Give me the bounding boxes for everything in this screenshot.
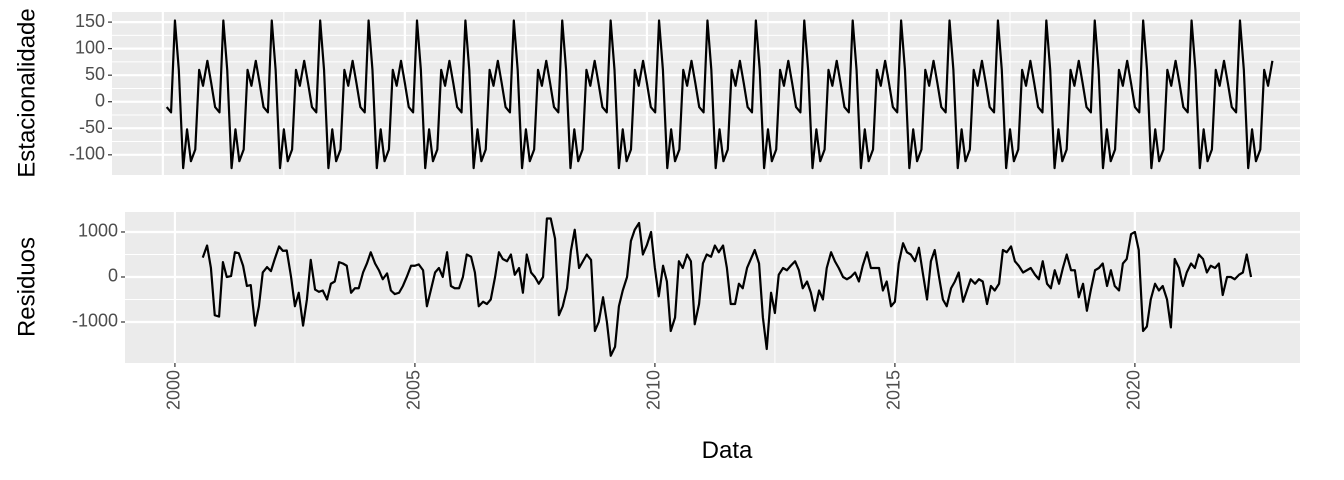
y-tick-label: -50 <box>79 117 105 137</box>
x-tick-label: 2000 <box>164 370 184 410</box>
panel <box>112 12 1300 175</box>
y-axis-title: Residuos <box>13 237 40 337</box>
panel-background <box>125 212 1300 363</box>
y-tick-label: -100 <box>69 144 105 164</box>
series-line <box>165 19 1274 170</box>
panel <box>125 212 1300 363</box>
y-tick-label: 1000 <box>78 221 118 241</box>
y-axis-title: Estacionalidade <box>13 8 40 177</box>
y-tick-label: 50 <box>85 64 105 84</box>
y-tick-label: 100 <box>75 37 105 57</box>
x-tick-label: 2010 <box>644 370 664 410</box>
y-tick-label: 150 <box>75 11 105 31</box>
y-tick-label: -1000 <box>72 311 118 331</box>
series-line <box>201 217 1253 357</box>
x-axis-title: Data <box>702 437 753 464</box>
x-tick-label: 2020 <box>1124 370 1144 410</box>
x-tick-label: 2015 <box>884 370 904 410</box>
x-tick-label: 2005 <box>404 370 424 410</box>
y-tick-label: 0 <box>95 90 105 110</box>
y-tick-label: 0 <box>108 266 118 286</box>
